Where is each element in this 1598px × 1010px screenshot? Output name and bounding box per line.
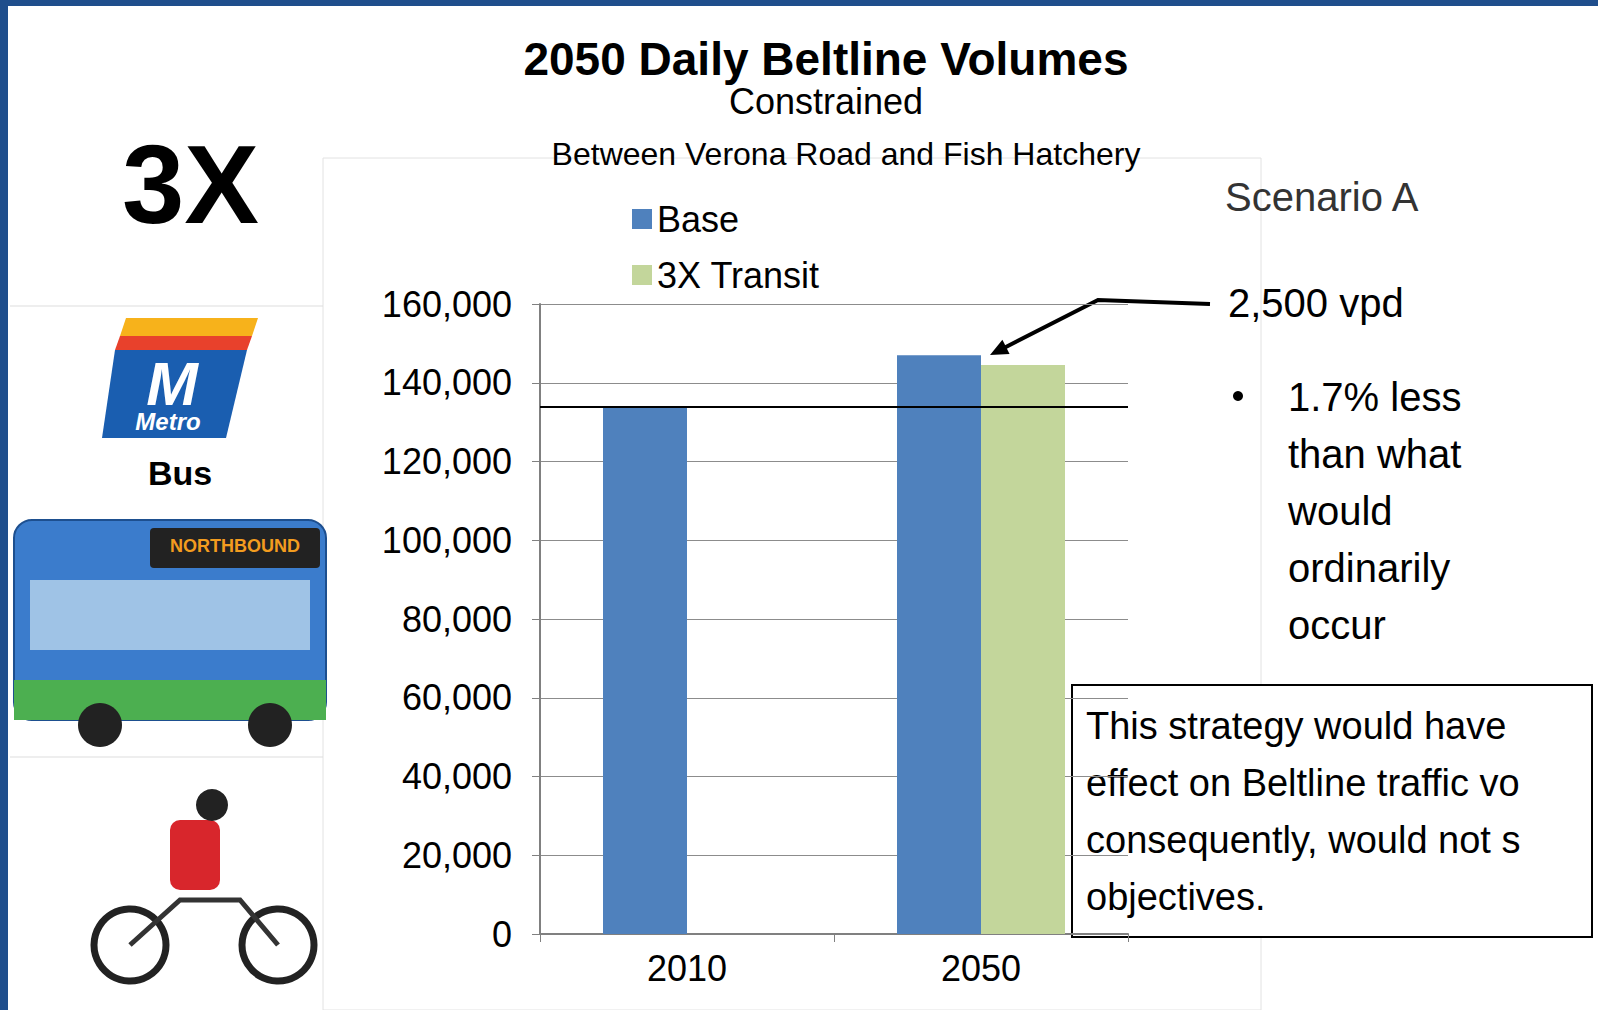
svg-text:Between Verona Road and Fish H: Between Verona Road and Fish Hatchery [552,136,1141,172]
svg-text:2,500 vpd: 2,500 vpd [1228,281,1404,325]
svg-text:This strategy would have: This strategy would have [1086,705,1506,747]
svg-text:3X Transit: 3X Transit [657,255,819,296]
svg-text:2050 Daily Beltline Volumes: 2050 Daily Beltline Volumes [523,33,1128,85]
svg-text:effect on Beltline traffic vo: effect on Beltline traffic vo [1086,762,1520,804]
svg-text:Bus: Bus [148,454,212,492]
svg-text:3X: 3X [122,122,259,247]
svg-text:than what: than what [1288,432,1473,476]
svg-text:Scenario A: Scenario A [1225,175,1419,219]
svg-text:occur: occur [1288,603,1386,647]
svg-text:80,000: 80,000 [402,599,512,640]
svg-text:40,000: 40,000 [402,756,512,797]
svg-text:120,000: 120,000 [382,441,512,482]
svg-text:2010: 2010 [647,948,727,989]
svg-text:Constrained: Constrained [729,81,923,122]
svg-text:Metro: Metro [135,408,200,435]
svg-text:consequently, would not s: consequently, would not s [1086,819,1520,861]
svg-text:NORTHBOUND: NORTHBOUND [170,536,300,556]
svg-text:140,000: 140,000 [382,362,512,403]
svg-text:1.7% less: 1.7% less [1288,375,1473,419]
svg-text:60,000: 60,000 [402,677,512,718]
svg-text:0: 0 [492,914,512,955]
svg-text:objectives.: objectives. [1086,876,1266,918]
svg-text:2050: 2050 [941,948,1021,989]
svg-text:160,000: 160,000 [382,284,512,325]
svg-text:Base: Base [657,199,739,240]
svg-text:would: would [1287,489,1404,533]
svg-text:M: M [146,348,198,418]
svg-text:20,000: 20,000 [402,835,512,876]
svg-text:100,000: 100,000 [382,520,512,561]
svg-text:ordinarily: ordinarily [1288,546,1461,590]
